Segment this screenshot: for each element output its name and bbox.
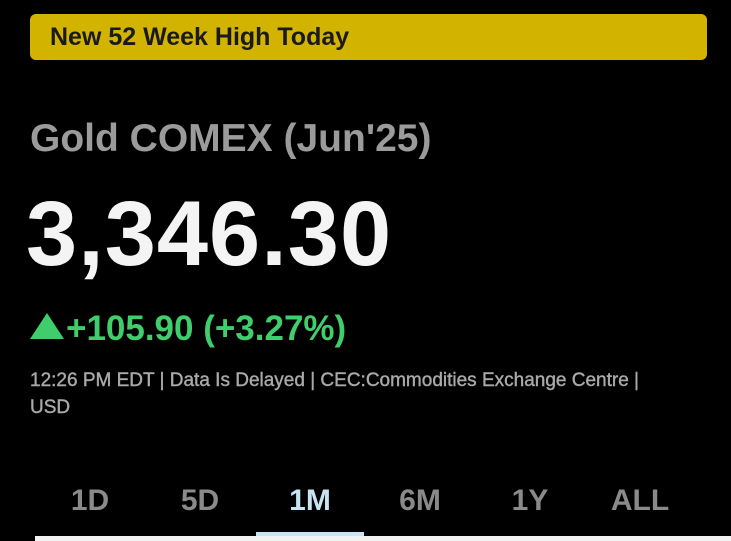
range-tab[interactable]: 5D	[180, 484, 220, 517]
chart-area-edge	[35, 536, 731, 541]
up-arrow	[30, 313, 64, 339]
range-tab[interactable]: 1M	[289, 484, 331, 517]
instrument-name: Gold COMEX (Jun'25)	[30, 117, 432, 160]
price-change: +105.90 (+3.27%)	[66, 309, 347, 348]
range-tab[interactable]: ALL	[610, 484, 670, 517]
banner-text: New 52 Week High Today	[50, 23, 350, 51]
range-tab[interactable]: 1D	[70, 484, 110, 517]
range-tabs: 1D 5D 1M 6M 1Y ALL	[35, 478, 695, 528]
active-tab-indicator	[256, 532, 364, 536]
price: 3,346.30	[26, 183, 393, 285]
range-tab[interactable]: 1Y	[511, 484, 549, 517]
range-tab[interactable]: 6M	[399, 484, 441, 517]
quote-meta: 12:26 PM EDT | Data Is Delayed | CEC:Com…	[30, 370, 639, 418]
banner: New 52 Week High Today	[30, 14, 707, 60]
